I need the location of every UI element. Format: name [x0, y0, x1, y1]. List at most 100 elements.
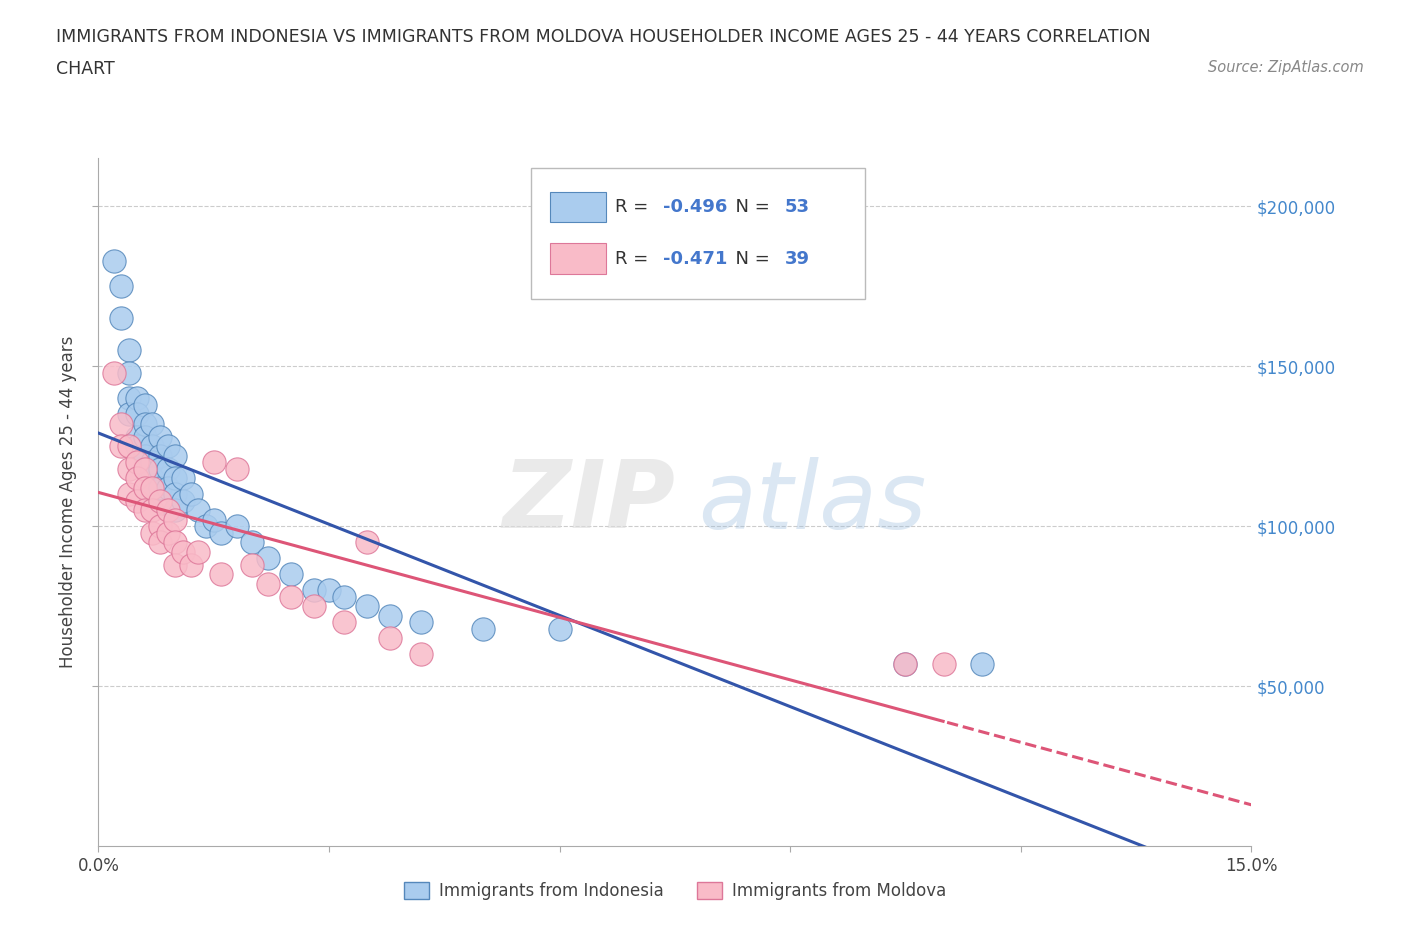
- Point: [118, 461, 141, 476]
- Point: [165, 503, 187, 518]
- Point: [125, 439, 148, 454]
- Point: [125, 493, 148, 508]
- Point: [256, 551, 278, 565]
- Point: [165, 512, 187, 527]
- Point: [110, 439, 132, 454]
- Text: R =: R =: [614, 249, 654, 268]
- Text: atlas: atlas: [697, 457, 927, 548]
- Point: [280, 566, 302, 581]
- Point: [172, 544, 194, 559]
- Point: [240, 557, 263, 572]
- Point: [110, 311, 132, 325]
- Point: [125, 406, 148, 421]
- Text: -0.496: -0.496: [664, 198, 728, 216]
- Point: [356, 535, 378, 550]
- Point: [141, 481, 163, 496]
- Text: N =: N =: [724, 249, 776, 268]
- Point: [156, 439, 179, 454]
- Point: [134, 397, 156, 412]
- Point: [134, 448, 156, 463]
- Text: N =: N =: [724, 198, 776, 216]
- Point: [225, 461, 247, 476]
- Point: [165, 557, 187, 572]
- Point: [380, 631, 402, 645]
- Point: [202, 512, 225, 527]
- Point: [149, 493, 172, 508]
- FancyBboxPatch shape: [531, 168, 865, 299]
- Point: [972, 657, 994, 671]
- Point: [141, 471, 163, 485]
- Point: [110, 279, 132, 294]
- Text: -0.471: -0.471: [664, 249, 728, 268]
- Point: [333, 615, 356, 630]
- Point: [156, 503, 179, 518]
- Point: [548, 621, 571, 636]
- Point: [380, 608, 402, 623]
- Point: [280, 590, 302, 604]
- Point: [118, 439, 141, 454]
- Point: [302, 599, 325, 614]
- Point: [110, 417, 132, 432]
- Point: [125, 455, 148, 470]
- Text: ZIP: ZIP: [502, 457, 675, 548]
- Point: [209, 566, 232, 581]
- Point: [333, 590, 356, 604]
- Text: R =: R =: [614, 198, 654, 216]
- Text: IMMIGRANTS FROM INDONESIA VS IMMIGRANTS FROM MOLDOVA HOUSEHOLDER INCOME AGES 25 : IMMIGRANTS FROM INDONESIA VS IMMIGRANTS …: [56, 28, 1152, 46]
- FancyBboxPatch shape: [550, 244, 606, 273]
- Point: [471, 621, 494, 636]
- Point: [149, 429, 172, 444]
- Point: [118, 406, 141, 421]
- Point: [894, 657, 917, 671]
- Point: [134, 429, 156, 444]
- Point: [141, 417, 163, 432]
- Point: [240, 535, 263, 550]
- Point: [141, 525, 163, 540]
- Point: [894, 657, 917, 671]
- Point: [165, 448, 187, 463]
- Point: [149, 448, 172, 463]
- Point: [149, 535, 172, 550]
- Point: [125, 391, 148, 405]
- Text: 53: 53: [785, 198, 810, 216]
- Point: [225, 519, 247, 534]
- Y-axis label: Householder Income Ages 25 - 44 years: Householder Income Ages 25 - 44 years: [59, 336, 77, 669]
- Point: [149, 481, 172, 496]
- Point: [134, 417, 156, 432]
- Point: [932, 657, 955, 671]
- Point: [118, 391, 141, 405]
- Point: [141, 503, 163, 518]
- Point: [134, 461, 156, 476]
- Point: [118, 343, 141, 358]
- Point: [149, 461, 172, 476]
- Point: [180, 557, 202, 572]
- Point: [302, 583, 325, 598]
- Text: 39: 39: [785, 249, 810, 268]
- Point: [125, 471, 148, 485]
- Point: [118, 486, 141, 501]
- Point: [165, 535, 187, 550]
- Point: [149, 519, 172, 534]
- Point: [165, 471, 187, 485]
- Text: CHART: CHART: [56, 60, 115, 78]
- Point: [125, 429, 148, 444]
- Point: [118, 365, 141, 380]
- Point: [356, 599, 378, 614]
- Point: [411, 615, 433, 630]
- Point: [156, 525, 179, 540]
- Point: [141, 486, 163, 501]
- Point: [180, 486, 202, 501]
- Point: [172, 493, 194, 508]
- Point: [141, 439, 163, 454]
- Point: [256, 577, 278, 591]
- Point: [172, 471, 194, 485]
- Point: [134, 481, 156, 496]
- Point: [156, 461, 179, 476]
- Point: [411, 646, 433, 661]
- Point: [156, 481, 179, 496]
- Point: [318, 583, 340, 598]
- Point: [187, 503, 209, 518]
- Point: [195, 519, 218, 534]
- Point: [165, 486, 187, 501]
- Point: [134, 461, 156, 476]
